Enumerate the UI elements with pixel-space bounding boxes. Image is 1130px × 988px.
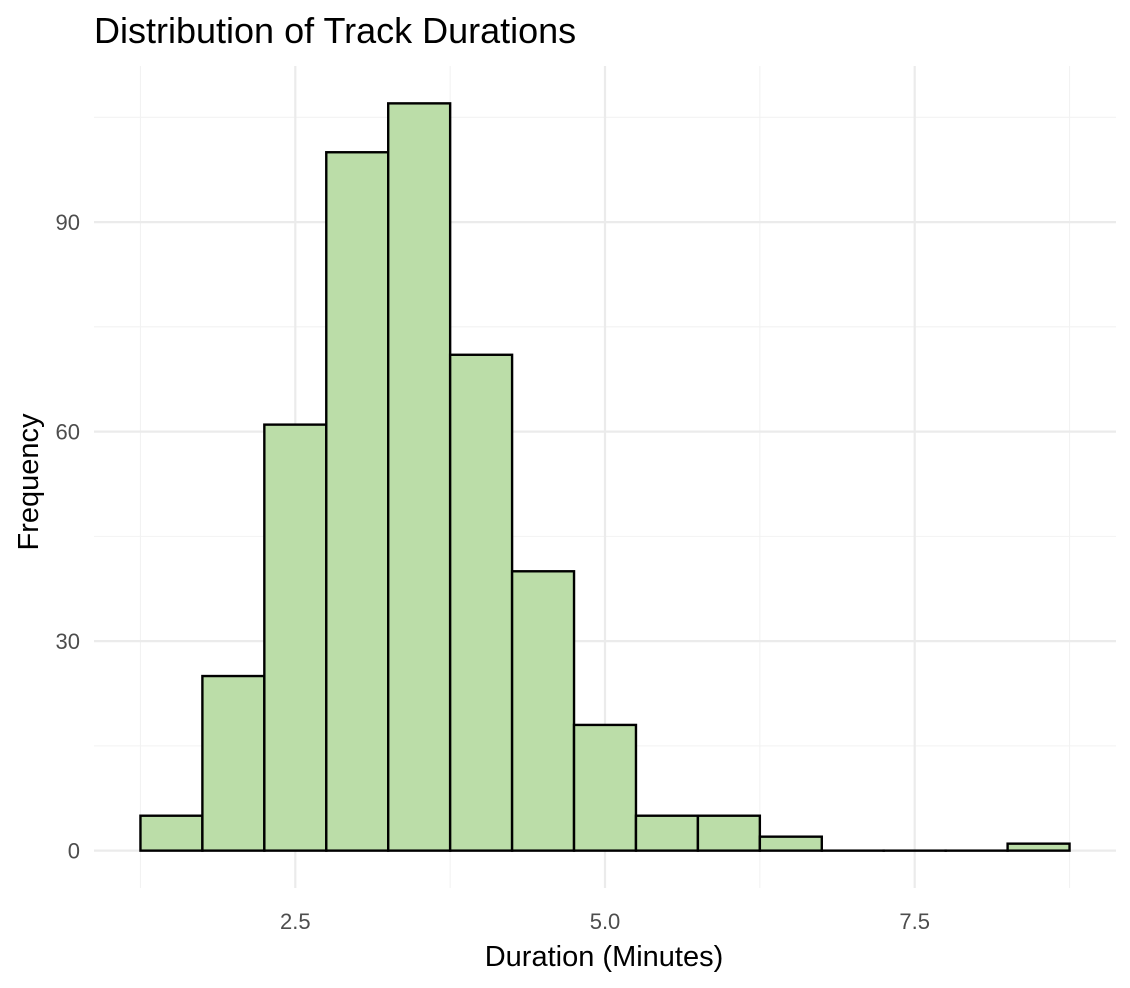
histogram-bar: [263, 423, 328, 852]
y-tick-label: 90: [56, 210, 80, 235]
histogram-bar: [572, 723, 638, 852]
histogram-bar: [696, 814, 762, 852]
histogram-bar: [325, 151, 390, 852]
x-tick-label: 7.5: [899, 909, 930, 934]
bar-layer: [139, 102, 1071, 852]
y-tick-label: 0: [68, 839, 80, 864]
x-axis-title: Duration (Minutes): [485, 941, 724, 973]
y-tick-label: 30: [56, 629, 80, 654]
y-tick-label: 60: [56, 420, 80, 445]
histogram-bar: [1006, 842, 1071, 852]
x-tick-label: 5.0: [590, 909, 621, 934]
histogram-bar: [448, 353, 514, 852]
histogram-bar: [387, 102, 452, 852]
y-axis-title: Frequency: [13, 413, 45, 551]
x-tick-label: 2.5: [280, 909, 311, 934]
tick-layer: 2.5 5.0 7.5 0 30 60 90: [56, 210, 930, 934]
histogram-bar: [510, 570, 576, 852]
histogram-bar: [634, 814, 700, 852]
histogram-bar: [758, 835, 823, 852]
histogram-bar: [201, 674, 266, 852]
histogram-bar: [139, 814, 204, 852]
chart-title: Distribution of Track Durations: [94, 10, 577, 51]
